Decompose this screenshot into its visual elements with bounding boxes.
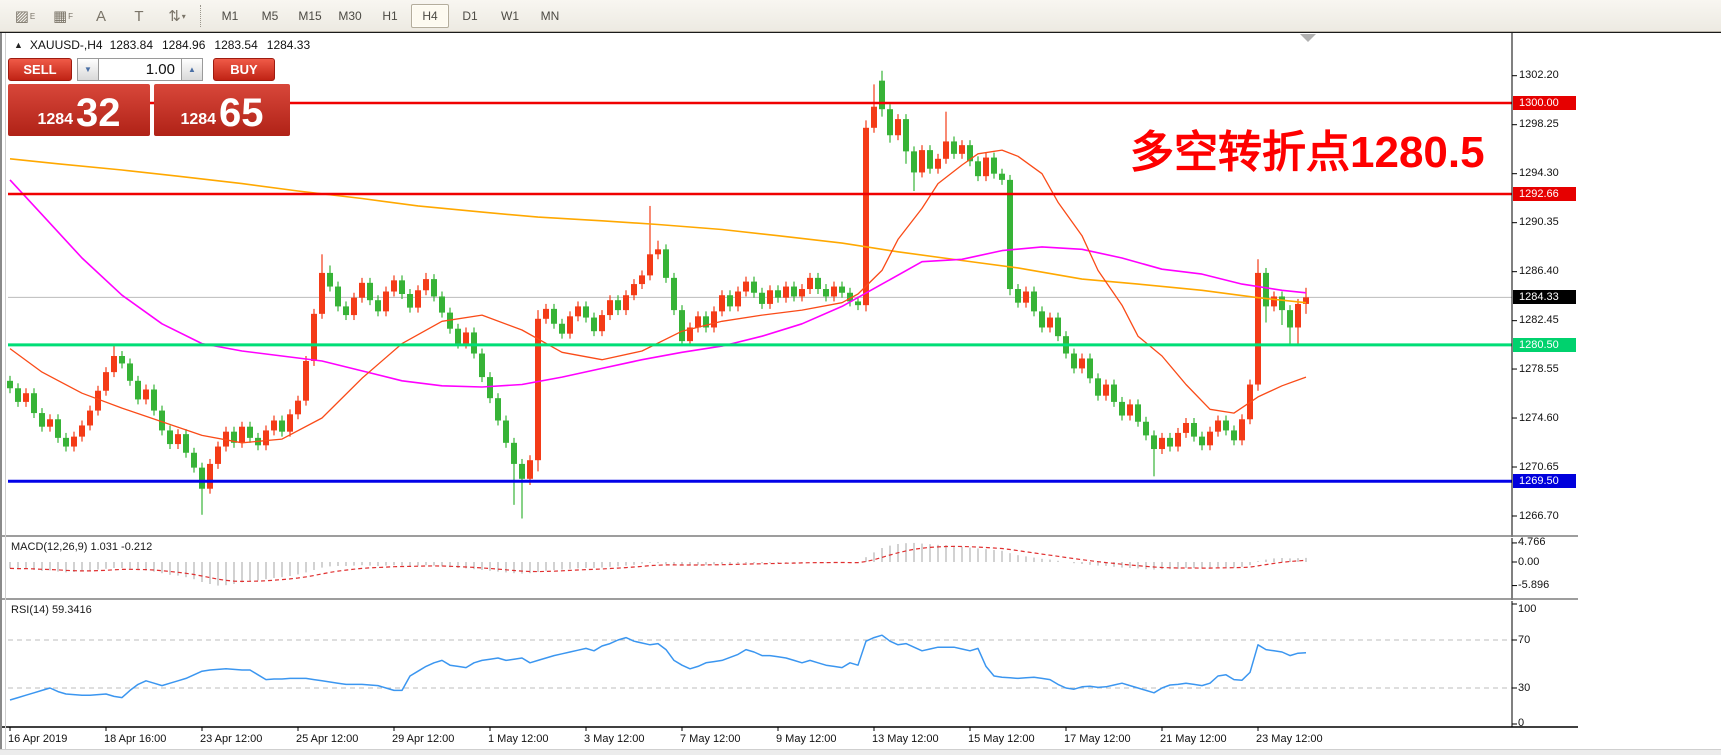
moving-average-line xyxy=(9,149,1307,444)
macd-signal-line xyxy=(9,545,1307,583)
collapse-arrow-icon[interactable]: ▲ xyxy=(14,40,23,50)
time-axis-tick-label: 29 Apr 12:00 xyxy=(392,733,455,745)
sell-button[interactable]: SELL xyxy=(8,58,72,81)
time-axis-tick-label: 1 May 12:00 xyxy=(488,733,549,745)
one-click-trade-panel: SELL ▼ ▲ BUY 1284 32 1284 65 xyxy=(8,58,292,136)
price-axis-tick-label: 1282.45 xyxy=(1519,314,1559,327)
buy-price-box[interactable]: 1284 65 xyxy=(154,84,290,136)
timeframe-button-H4[interactable]: H4 xyxy=(411,3,449,28)
sort-arrows-tool-icon[interactable]: ⇅ ▾ xyxy=(168,7,186,25)
timeframe-button-M5[interactable]: M5 xyxy=(261,8,279,23)
buy-button[interactable]: BUY xyxy=(213,58,275,81)
price-axis-tick-label: 1270.65 xyxy=(1519,460,1559,473)
price-axis-tick-label: 1302.20 xyxy=(1519,69,1559,82)
macd-axis-tick-label: 4.766 xyxy=(1518,536,1546,549)
macd-axis-tick-label: -5.896 xyxy=(1518,579,1550,592)
time-axis-tick-label: 16 Apr 2019 xyxy=(8,733,68,745)
rsi-panel-label: RSI(14) 59.3416 xyxy=(11,604,92,616)
volume-increase-button[interactable]: ▲ xyxy=(181,58,203,81)
toolbar-separator xyxy=(200,4,202,27)
price-axis-tick-label: 1278.55 xyxy=(1519,362,1559,375)
price-level-badge: 1269.50 xyxy=(1513,474,1576,489)
text-box-tool-icon[interactable]: T xyxy=(134,7,144,25)
ohlc-open: 1283.84 xyxy=(109,38,153,52)
time-axis-tick-label: 15 May 12:00 xyxy=(968,733,1035,745)
time-axis-tick-label: 21 May 12:00 xyxy=(1160,733,1227,745)
price-level-badge: 1280.50 xyxy=(1513,337,1576,352)
time-axis-tick-label: 23 Apr 12:00 xyxy=(200,733,263,745)
price-axis-tick-label: 1274.60 xyxy=(1519,411,1559,424)
ohlc-close: 1284.33 xyxy=(266,38,311,52)
timeframe-button-M30[interactable]: M30 xyxy=(338,8,362,23)
rsi-axis-tick-label: 100 xyxy=(1518,603,1537,615)
price-level-badge: 1284.33 xyxy=(1513,290,1576,305)
time-axis-tick-label: 25 Apr 12:00 xyxy=(296,733,359,745)
rsi-axis-tick-label: 30 xyxy=(1518,681,1531,694)
pattern-hatch-tool-icon[interactable]: ▨ E xyxy=(14,7,36,25)
time-axis-tick-label: 9 May 12:00 xyxy=(776,733,837,745)
window-left-border xyxy=(0,33,2,754)
buy-price-big: 65 xyxy=(219,91,264,135)
sell-price-small: 1284 xyxy=(37,111,74,128)
window-left-border-inner xyxy=(5,33,6,754)
sell-price-big: 32 xyxy=(76,91,121,135)
rsi-axis-tick-label: 0 xyxy=(1518,717,1525,729)
timeframe-button-MN[interactable]: MN xyxy=(540,8,560,23)
macd-axis-tick-label: 0.00 xyxy=(1518,555,1540,568)
macd-panel-label: MACD(12,26,9) 1.031 -0.212 xyxy=(11,541,153,553)
moving-average-line xyxy=(9,158,1307,304)
price-axis-tick-label: 1294.30 xyxy=(1519,167,1559,180)
rsi-line xyxy=(9,634,1307,701)
sell-price-box[interactable]: 1284 32 xyxy=(8,84,150,136)
price-axis-tick-label: 1290.35 xyxy=(1519,216,1559,229)
price-axis-tick-label: 1286.40 xyxy=(1519,265,1559,278)
timeframe-button-M1[interactable]: M1 xyxy=(221,8,239,23)
price-axis-tick-label: 1298.25 xyxy=(1519,118,1559,131)
chart-shift-marker-icon[interactable] xyxy=(1300,34,1316,42)
text-label-tool-icon[interactable]: A xyxy=(95,7,106,25)
timeframe-button-D1[interactable]: D1 xyxy=(462,8,478,23)
fibonacci-grid-tool-icon[interactable]: ▦ F xyxy=(52,7,74,25)
price-level-badge: 1300.00 xyxy=(1513,95,1576,110)
window-top-border xyxy=(0,32,1721,33)
time-axis-tick-label: 18 Apr 16:00 xyxy=(104,733,167,745)
window-bottom-edge xyxy=(0,749,1721,755)
ohlc-low: 1283.54 xyxy=(214,38,258,52)
time-axis-tick-label: 13 May 12:00 xyxy=(872,733,939,745)
time-axis-tick-label: 23 May 12:00 xyxy=(1256,733,1323,745)
time-axis-tick-label: 3 May 12:00 xyxy=(584,733,645,745)
chart-annotation-text: 多空转折点1280.5 xyxy=(1130,128,1485,177)
moving-average-line xyxy=(9,179,1307,388)
volume-input[interactable] xyxy=(99,58,181,81)
buy-price-small: 1284 xyxy=(180,111,217,128)
symbol-timeframe-label: XAUUSD-,H4 xyxy=(29,38,103,52)
timeframe-button-H1[interactable]: H1 xyxy=(382,8,398,23)
price-level-badge: 1292.66 xyxy=(1513,187,1576,202)
price-axis-tick-label: 1266.70 xyxy=(1519,509,1559,522)
timeframe-button-M15[interactable]: M15 xyxy=(298,8,322,23)
top-toolbar: ▨ E ▦ F A T ⇅ ▾ M1 M5 M15 M30 H1 H4 D1 W1 MN xyxy=(0,0,1721,32)
rsi-axis-tick-label: 70 xyxy=(1518,633,1531,646)
volume-decrease-button[interactable]: ▼ xyxy=(77,58,99,81)
chart-symbol-header: ▲ XAUUSD-,H4 1283.84 1284.96 1283.54 128… xyxy=(14,38,310,52)
ohlc-high: 1284.96 xyxy=(162,38,206,52)
timeframe-button-W1[interactable]: W1 xyxy=(501,8,519,23)
time-axis-tick-label: 17 May 12:00 xyxy=(1064,733,1131,745)
time-axis-tick-label: 7 May 12:00 xyxy=(680,733,741,745)
